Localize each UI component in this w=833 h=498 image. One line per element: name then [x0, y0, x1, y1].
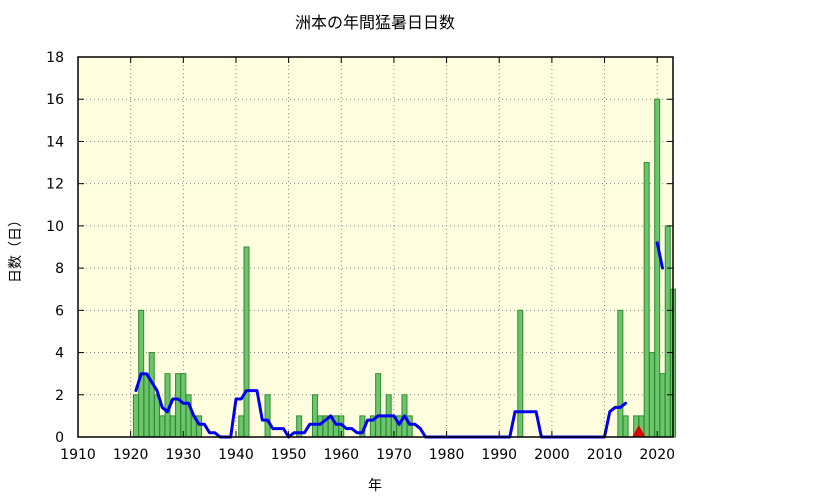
y-tick-label: 12 [46, 177, 64, 193]
bar [159, 415, 166, 438]
bar [238, 415, 245, 438]
x-tick-label: 2000 [534, 447, 570, 463]
bar [380, 415, 387, 438]
bar [664, 225, 671, 438]
x-tick-label: 1920 [113, 447, 149, 463]
bar [622, 415, 629, 438]
bar [375, 373, 382, 438]
x-tick-label: 1940 [218, 447, 254, 463]
y-tick-label: 6 [55, 303, 64, 319]
y-tick-label: 14 [46, 134, 64, 150]
x-tick-label: 1990 [481, 447, 517, 463]
bar [180, 373, 187, 438]
chart-title: 洲本の年間猛暑日日数 [295, 13, 455, 32]
x-tick-label: 1930 [165, 447, 201, 463]
bar [648, 352, 655, 438]
bar [654, 98, 661, 438]
x-tick-label: 1970 [376, 447, 412, 463]
bar [617, 309, 624, 438]
x-tick-label: 2020 [639, 447, 675, 463]
bar [243, 246, 250, 438]
x-tick-label: 1960 [323, 447, 359, 463]
y-tick-label: 10 [46, 219, 64, 235]
bar [659, 373, 666, 438]
bar [264, 394, 271, 438]
y-tick-label: 8 [55, 261, 64, 277]
bar [311, 394, 318, 438]
x-tick-label: 2010 [587, 447, 623, 463]
y-axis-title: 日数（日） [8, 213, 24, 283]
bar [148, 352, 155, 438]
x-tick-label: 1980 [429, 447, 465, 463]
moving-average-line [655, 241, 664, 270]
x-tick-label: 1950 [271, 447, 307, 463]
x-axis-title: 年 [368, 478, 382, 494]
bar [317, 415, 324, 438]
y-tick-label: 4 [55, 346, 64, 362]
axes: 1910 1920 1930 1940 1950 1960 1970 1980 1990 2000… [46, 50, 675, 463]
plot-frame [77, 56, 674, 438]
bar [517, 309, 524, 438]
bar [643, 162, 650, 438]
bar [132, 394, 139, 438]
x-tick-label: 1910 [60, 447, 96, 463]
bar [175, 373, 182, 438]
bar [185, 394, 192, 438]
y-tick-label: 16 [46, 92, 64, 108]
bar [143, 373, 150, 438]
y-tick-label: 2 [55, 388, 64, 404]
y-tick-label: 18 [46, 50, 64, 66]
bar [169, 415, 176, 438]
y-tick-label: 0 [55, 430, 64, 446]
